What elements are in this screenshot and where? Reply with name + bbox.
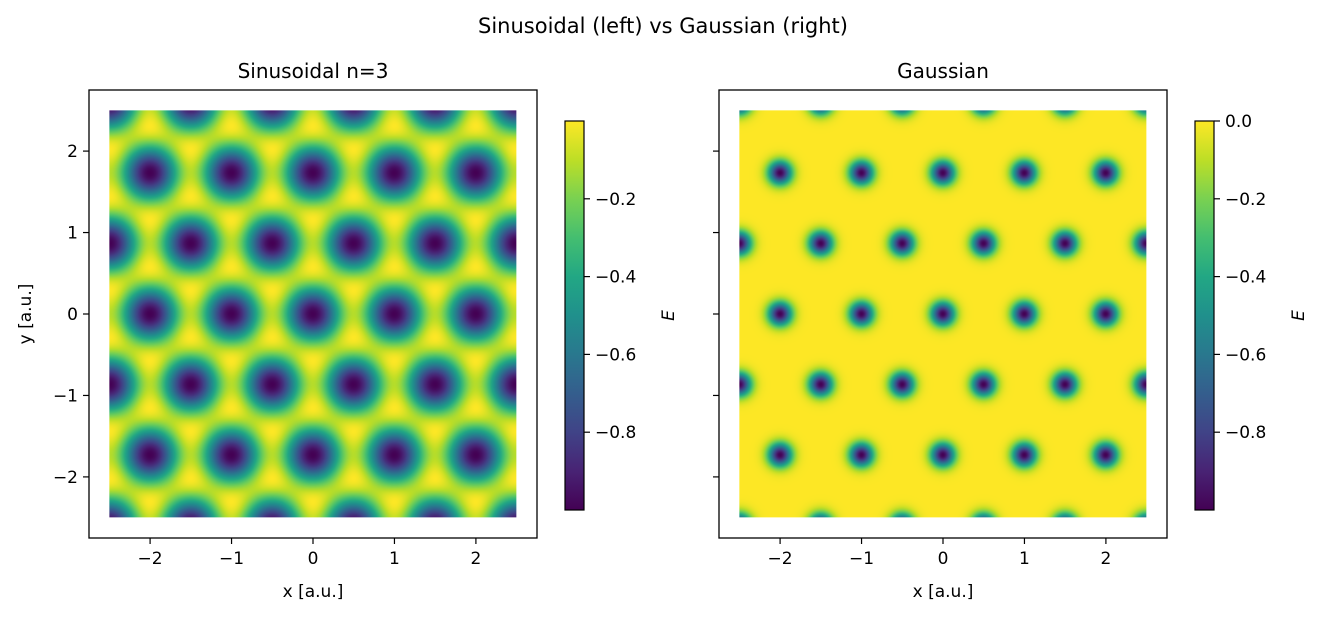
colorbar-gradient: [564, 120, 585, 511]
colorbar: −0.2 −0.4 −0.6 −0.8 E: [564, 120, 679, 511]
panel-2: Gaussian −2 −1 0 1 2 x [a.u.] 0.0 −0.2 −0.4 −0.6 −0…: [713, 59, 1309, 602]
y-tick-label: 2: [67, 142, 78, 162]
colorbar-label: E: [1289, 310, 1309, 321]
panel-title: Sinusoidal n=3: [238, 59, 389, 83]
x-tick-label: −1: [219, 549, 244, 569]
colorbar: 0.0 −0.2 −0.4 −0.6 −0.8 E: [1194, 112, 1309, 511]
colorbar-tick-label: −0.6: [595, 345, 636, 365]
colorbar-label: E: [659, 310, 679, 321]
panel-title: Gaussian: [897, 59, 989, 83]
x-tick-label: 1: [1019, 549, 1030, 569]
x-axis-label: x [a.u.]: [913, 582, 974, 602]
heatmap-image: [109, 110, 517, 518]
y-tick-label: −2: [53, 468, 78, 488]
x-tick-label: 0: [308, 549, 319, 569]
colorbar-tick-label: −0.2: [1225, 190, 1266, 210]
colorbar-gradient: [1194, 120, 1215, 511]
x-tick-label: 1: [389, 549, 400, 569]
y-tick-label: −1: [53, 386, 78, 406]
x-tick-label: 2: [470, 549, 481, 569]
colorbar-tick-label: −0.4: [1225, 268, 1266, 288]
colorbar-tick-label: −0.8: [1225, 423, 1266, 443]
x-tick-label: −2: [768, 549, 793, 569]
colorbar-tick-label: −0.8: [595, 423, 636, 443]
y-tick-label: 0: [67, 305, 78, 325]
x-tick-label: 2: [1100, 549, 1111, 569]
x-tick-label: −2: [138, 549, 163, 569]
colorbar-tick-label: 0.0: [1225, 112, 1252, 132]
y-tick-label: 1: [67, 224, 78, 244]
x-tick-label: 0: [938, 549, 949, 569]
figure-suptitle: Sinusoidal (left) vs Gaussian (right): [478, 14, 848, 38]
y-axis-label: y [a.u.]: [16, 284, 36, 345]
panel-1: Sinusoidal n=3 −2 −1 0 1 2 x [a.u.] −2 −1 0 1 2 y [a…: [16, 59, 679, 602]
colorbar-tick-label: −0.6: [1225, 345, 1266, 365]
heatmap-image: [739, 110, 1147, 518]
colorbar-tick-label: −0.2: [595, 190, 636, 210]
x-tick-label: −1: [849, 549, 874, 569]
colorbar-tick-label: −0.4: [595, 268, 636, 288]
x-axis-label: x [a.u.]: [283, 582, 344, 602]
